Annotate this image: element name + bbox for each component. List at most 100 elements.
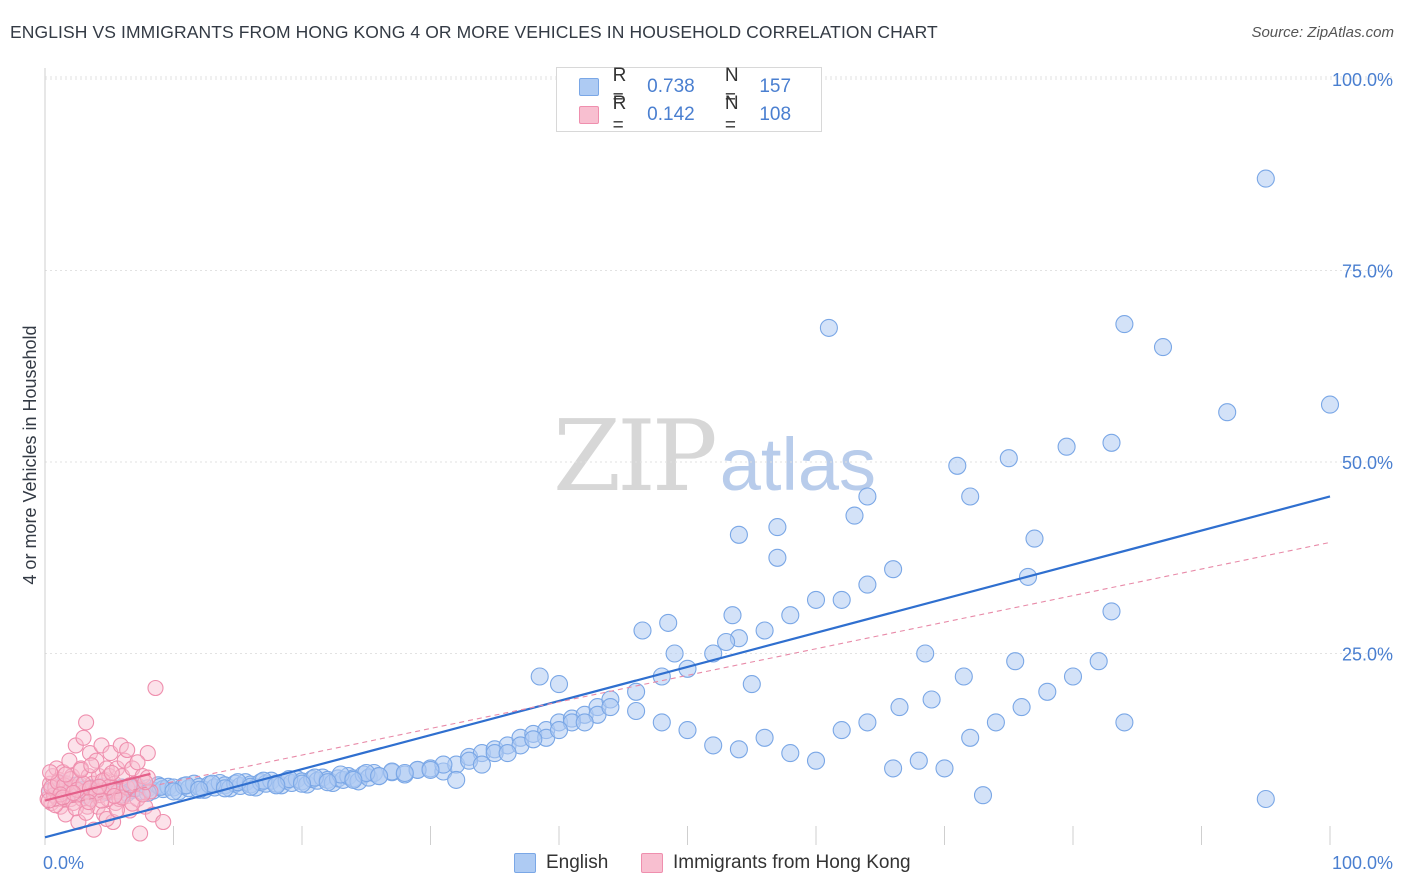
point-english bbox=[916, 644, 935, 663]
points-layer bbox=[39, 169, 1340, 842]
point-hong-kong bbox=[78, 714, 95, 731]
point-english bbox=[659, 613, 678, 632]
y-tick-label: 75.0% bbox=[1342, 262, 1393, 282]
point-english bbox=[652, 713, 671, 732]
series-legend: English Immigrants from Hong Kong bbox=[0, 852, 1406, 878]
point-hong-kong bbox=[83, 757, 100, 774]
legend-r-label: R = bbox=[612, 93, 627, 136]
point-english bbox=[973, 786, 993, 805]
point-english bbox=[806, 751, 826, 770]
point-english bbox=[961, 728, 980, 747]
point-hong-kong bbox=[147, 679, 164, 697]
point-english bbox=[999, 449, 1018, 468]
point-english bbox=[1256, 789, 1275, 809]
point-hong-kong bbox=[42, 764, 59, 781]
point-english bbox=[755, 728, 774, 747]
point-english bbox=[1006, 652, 1025, 671]
point-english bbox=[190, 780, 209, 799]
stats-legend: R = 0.738 N = 157 R = 0.142 N = 108 bbox=[556, 65, 822, 136]
point-english bbox=[1256, 169, 1275, 188]
legend-row-english: R = 0.738 N = 157 bbox=[579, 65, 821, 108]
point-hong-kong bbox=[57, 806, 74, 823]
watermark-atlas: atlas bbox=[719, 423, 877, 506]
point-english bbox=[627, 682, 646, 701]
point-english bbox=[370, 767, 389, 786]
axes bbox=[44, 68, 1331, 845]
point-hong-kong bbox=[119, 741, 136, 759]
point-english bbox=[922, 690, 941, 709]
y-axis-label: 4 or more Vehicles in Household bbox=[20, 325, 40, 584]
point-english bbox=[729, 525, 748, 544]
legend-row-hong-kong: R = 0.142 N = 108 bbox=[579, 93, 821, 136]
legend-swatch-english bbox=[579, 78, 599, 96]
x-tick-label-max: 100.0% bbox=[1332, 853, 1393, 873]
point-english bbox=[318, 773, 337, 792]
point-english bbox=[1025, 529, 1044, 548]
trend-line-hong-kong-dashed bbox=[44, 541, 1331, 809]
point-hong-kong bbox=[80, 794, 97, 811]
legend-r-value: 0.142 bbox=[647, 104, 695, 125]
y-tick-label: 100.0% bbox=[1332, 70, 1393, 90]
point-english bbox=[961, 487, 980, 506]
point-english bbox=[447, 770, 466, 789]
point-english bbox=[1153, 338, 1173, 357]
legend-label-hong-kong: Immigrants from Hong Kong bbox=[673, 852, 911, 873]
point-english bbox=[858, 487, 877, 506]
point-english bbox=[832, 590, 851, 609]
point-english bbox=[832, 721, 851, 740]
point-english bbox=[948, 456, 967, 475]
tick-labels: 25.0% 50.0% 75.0% 100.0% 0.0% 100.0% bbox=[43, 70, 1393, 873]
legend-r-label: R = bbox=[612, 65, 627, 108]
point-english bbox=[633, 621, 652, 640]
point-english bbox=[768, 548, 787, 567]
point-hong-kong bbox=[103, 764, 120, 782]
point-hong-kong bbox=[139, 745, 156, 762]
point-hong-kong bbox=[155, 813, 172, 831]
point-english bbox=[1012, 698, 1031, 717]
legend-n-value: 108 bbox=[759, 104, 792, 125]
point-english bbox=[954, 667, 973, 686]
point-english bbox=[1320, 395, 1340, 414]
point-english bbox=[652, 667, 671, 686]
watermark-zip: ZIP bbox=[553, 400, 718, 514]
point-english bbox=[1102, 602, 1121, 621]
trend-line-hong-kong bbox=[44, 772, 151, 802]
point-english bbox=[1115, 315, 1134, 334]
point-english bbox=[627, 701, 646, 721]
x-tick-label-min: 0.0% bbox=[43, 853, 84, 873]
trend-lines bbox=[44, 495, 1331, 839]
point-english bbox=[742, 675, 761, 694]
point-hong-kong bbox=[124, 795, 141, 812]
point-english bbox=[1218, 403, 1237, 422]
point-english bbox=[549, 675, 569, 694]
point-hong-kong bbox=[67, 800, 84, 817]
point-english bbox=[498, 744, 517, 763]
legend-item-english[interactable]: English bbox=[514, 852, 608, 874]
point-english bbox=[395, 763, 414, 783]
point-english bbox=[524, 730, 543, 749]
legend-item-hong-kong[interactable]: Immigrants from Hong Kong bbox=[641, 852, 911, 874]
point-hong-kong bbox=[129, 754, 146, 771]
point-english bbox=[267, 776, 286, 795]
point-english bbox=[781, 606, 800, 625]
point-english bbox=[549, 721, 569, 740]
y-tick-label: 50.0% bbox=[1342, 453, 1393, 473]
point-english bbox=[858, 575, 877, 594]
point-english bbox=[986, 713, 1005, 732]
point-english bbox=[723, 606, 742, 625]
point-hong-kong bbox=[139, 769, 156, 786]
point-english bbox=[1115, 713, 1134, 732]
source-label: Source: ZipAtlas.com bbox=[1251, 24, 1394, 41]
point-english bbox=[575, 713, 594, 732]
point-hong-kong bbox=[106, 787, 123, 805]
trend-line-english bbox=[44, 495, 1331, 839]
point-english bbox=[472, 755, 491, 774]
point-english bbox=[704, 644, 723, 663]
point-english bbox=[845, 506, 864, 525]
point-english bbox=[717, 632, 736, 652]
point-english bbox=[781, 744, 800, 763]
point-english bbox=[884, 560, 903, 579]
point-english bbox=[292, 774, 312, 793]
legend-n-label: N = bbox=[724, 93, 739, 136]
point-english bbox=[678, 721, 697, 740]
